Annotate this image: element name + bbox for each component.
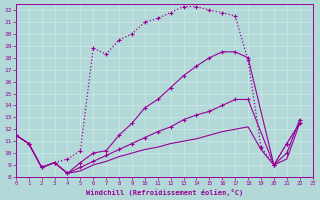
X-axis label: Windchill (Refroidissement éolien,°C): Windchill (Refroidissement éolien,°C): [85, 189, 243, 196]
